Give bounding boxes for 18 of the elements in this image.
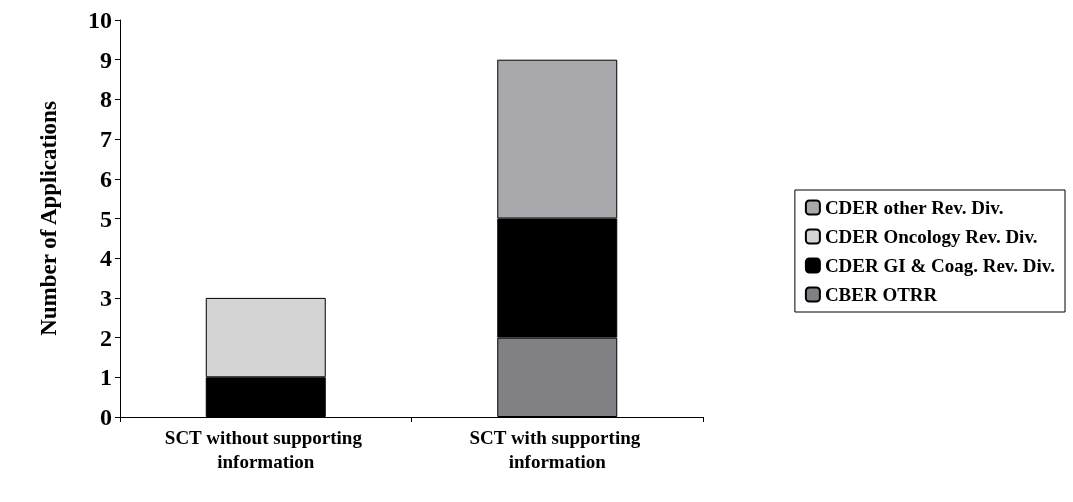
legend-label: CDER Oncology Rev. Div. xyxy=(824,226,1038,247)
y-tick-label: 9 xyxy=(100,46,112,73)
x-tick-label: SCT without supporting information xyxy=(164,426,367,472)
x-tick-label: SCT with supporting information xyxy=(469,426,645,472)
y-tick-label: 2 xyxy=(100,324,112,351)
y-tick-label: 5 xyxy=(100,205,112,232)
y-tick-label: 7 xyxy=(100,126,112,153)
y-tick-label: 0 xyxy=(100,404,112,430)
y-tick-label: 4 xyxy=(100,245,112,272)
y-tick-label: 8 xyxy=(100,86,112,113)
legend-label: CDER GI & Coag. Rev. Div. xyxy=(824,255,1056,276)
y-tick-label: 3 xyxy=(100,284,112,311)
y-tick-label: 6 xyxy=(100,165,112,192)
legend-label: CBER OTRR xyxy=(824,284,938,305)
legend-label: CDER other Rev. Div. xyxy=(824,197,1004,218)
y-axis-title: Number of Applications xyxy=(36,101,61,336)
y-tick-label: 10 xyxy=(88,7,112,33)
y-tick-label: 1 xyxy=(100,364,112,391)
